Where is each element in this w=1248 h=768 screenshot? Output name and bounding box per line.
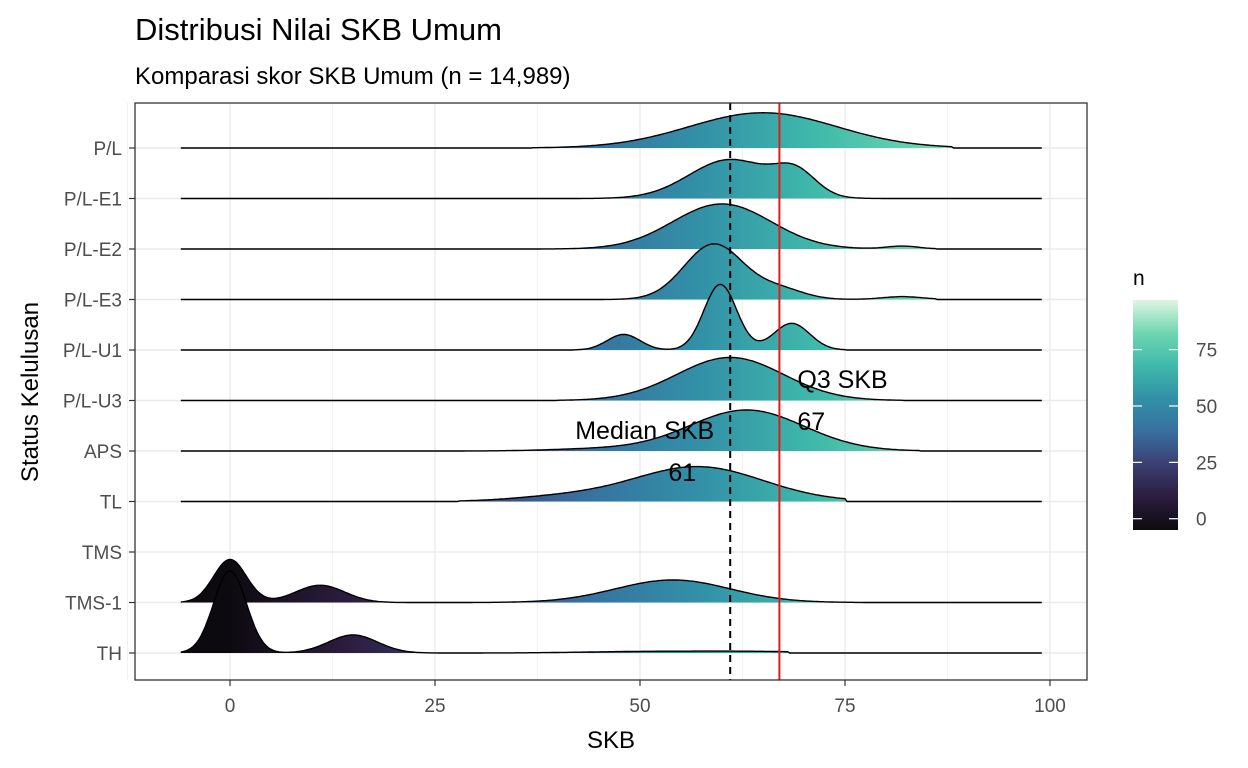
- y-tick-label: TL: [100, 493, 122, 514]
- legend-colorbar: [1133, 300, 1178, 530]
- ridge-outline: [180, 203, 1042, 250]
- ridge-tms-1: [180, 558, 1042, 604]
- x-axis-ticks: 0 25 50 75 100: [225, 680, 1066, 717]
- y-tick-label: APS: [84, 442, 122, 463]
- chart-title: Distribusi Nilai SKB Umum: [135, 12, 502, 47]
- ridge-tl: [180, 465, 1042, 503]
- ridge-outline: [180, 356, 1042, 402]
- ridge-outline: [180, 283, 1042, 351]
- ridge-p-l-u3: [180, 356, 1042, 402]
- x-tick-label: 75: [834, 696, 855, 717]
- ridge-fill: [180, 466, 1042, 502]
- legend-title: n: [1133, 267, 1145, 290]
- reference-label: Median SKB: [575, 417, 714, 445]
- ridge-fill: [180, 410, 1042, 451]
- ridge-aps: [180, 409, 1042, 452]
- y-axis-title: Status Kelulusan: [17, 302, 44, 482]
- legend-ticks: 0 25 50 75: [1133, 341, 1217, 531]
- y-axis-ticks: P/L P/L-E1 P/L-E2 P/L-E3 P/L-U1 P/L-U3 APS TL TM…: [63, 139, 135, 665]
- ridge-outline: [180, 111, 1042, 149]
- ridge-outline: [180, 409, 1042, 452]
- y-tick-label: P/L-U1: [63, 341, 122, 362]
- reference-value: 61: [668, 459, 696, 487]
- y-tick-label: TH: [97, 644, 122, 665]
- ridge-outline: [180, 465, 1042, 503]
- y-tick-label: P/L-E3: [64, 291, 122, 312]
- ridge-p-l-u1: [180, 283, 1042, 351]
- legend-tick-label: 50: [1196, 397, 1217, 418]
- y-tick-label: P/L-E1: [64, 190, 122, 211]
- reference-label: Q3 SKB: [797, 366, 887, 394]
- ridge-p-l-e2: [180, 203, 1042, 250]
- x-axis-title: SKB: [587, 727, 635, 754]
- y-tick-label: P/L-U3: [63, 392, 122, 413]
- ridges: [180, 111, 1042, 654]
- ridge-outline: [180, 558, 1042, 604]
- ridge-outline: [180, 243, 1042, 301]
- ridge-p-l-e3: [180, 243, 1042, 301]
- plot-panel: Median SKB 61 Q3 SKB 67: [127, 102, 1088, 681]
- y-tick-label: TMS-1: [65, 594, 122, 615]
- legend-tick-label: 25: [1196, 453, 1217, 474]
- ridge-fill: [180, 559, 1042, 603]
- x-tick-label: 50: [629, 696, 650, 717]
- x-tick-label: 25: [424, 696, 445, 717]
- legend-tick-label: 75: [1196, 341, 1217, 362]
- ridge-outline: [180, 158, 1042, 200]
- y-tick-label: P/L-E2: [64, 240, 122, 261]
- x-tick-label: 100: [1034, 696, 1066, 717]
- x-tick-label: 0: [225, 696, 236, 717]
- y-tick-label: P/L: [93, 139, 122, 160]
- ridge-th: [180, 570, 1042, 654]
- ridge-p-l-e1: [180, 158, 1042, 200]
- legend-tick-label: 0: [1196, 510, 1207, 531]
- y-tick-label: TMS: [82, 543, 122, 564]
- ridge-p-l: [180, 111, 1042, 149]
- color-legend: n 0 25 50 75: [1133, 267, 1217, 531]
- reference-value: 67: [797, 408, 825, 436]
- chart-subtitle: Komparasi skor SKB Umum (n = 14,989): [135, 63, 571, 90]
- ridge-outline: [180, 570, 1042, 654]
- reference-lines: Median SKB 61 Q3 SKB 67: [575, 103, 888, 680]
- ridge-fill: [180, 112, 1042, 148]
